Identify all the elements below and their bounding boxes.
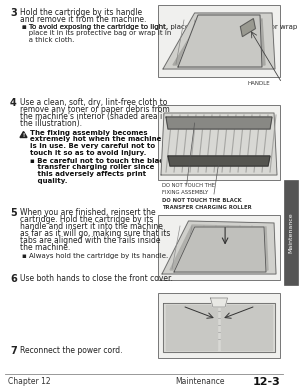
Polygon shape	[211, 298, 227, 307]
Polygon shape	[162, 221, 276, 274]
Text: tabs are aligned with the rails inside: tabs are aligned with the rails inside	[20, 236, 160, 245]
Text: ▪ To avoid exposing the cartridge to light,: ▪ To avoid exposing the cartridge to lig…	[22, 24, 168, 30]
Text: TRANSFER CHARGING ROLLER: TRANSFER CHARGING ROLLER	[162, 205, 252, 210]
Text: is in use. Be very careful not to: is in use. Be very careful not to	[30, 143, 155, 149]
Text: the illustration).: the illustration).	[20, 119, 82, 128]
Polygon shape	[163, 303, 275, 352]
Text: Use a clean, soft, dry, lint-free cloth to: Use a clean, soft, dry, lint-free cloth …	[20, 98, 167, 107]
Text: FIXING ASSEMBLY: FIXING ASSEMBLY	[162, 190, 208, 195]
Text: quality.: quality.	[30, 178, 68, 183]
Text: Maintenance: Maintenance	[289, 212, 293, 253]
Polygon shape	[174, 227, 266, 272]
Polygon shape	[178, 15, 262, 67]
Text: cartridge. Hold the cartridge by its: cartridge. Hold the cartridge by its	[20, 215, 153, 224]
Text: touch it so as to avoid injury.: touch it so as to avoid injury.	[30, 149, 146, 156]
Text: When you are finished, reinsert the: When you are finished, reinsert the	[20, 208, 156, 217]
Text: DO NOT TOUCH THE BLACK: DO NOT TOUCH THE BLACK	[162, 198, 242, 203]
Text: DO NOT TOUCH THE: DO NOT TOUCH THE	[162, 183, 215, 188]
Text: ▪ To avoid exposing the cartridge to light, place it in its protective bag or wr: ▪ To avoid exposing the cartridge to lig…	[22, 24, 300, 30]
Text: extremely hot when the machine: extremely hot when the machine	[30, 137, 161, 142]
Polygon shape	[173, 19, 265, 65]
Text: Maintenance: Maintenance	[175, 377, 224, 386]
Polygon shape	[168, 156, 270, 166]
Polygon shape	[221, 305, 272, 350]
Text: the machine.: the machine.	[20, 243, 70, 252]
Text: the machine's interior (shaded area in: the machine's interior (shaded area in	[20, 112, 167, 121]
Bar	[158, 215, 280, 280]
Text: HANDLE: HANDLE	[248, 81, 270, 86]
Text: transfer charging roller since: transfer charging roller since	[30, 164, 154, 171]
Text: this adversely affects print: this adversely affects print	[30, 171, 146, 177]
Polygon shape	[166, 305, 217, 350]
Text: 12-3: 12-3	[252, 377, 280, 386]
Bar	[284, 180, 298, 285]
Text: place it in its protective bag or wrap it in: place it in its protective bag or wrap i…	[22, 30, 171, 37]
Text: 4: 4	[10, 98, 17, 108]
Text: handle and insert it into the machine: handle and insert it into the machine	[20, 222, 163, 231]
Polygon shape	[166, 117, 272, 129]
Text: Use both hands to close the front cover.: Use both hands to close the front cover.	[20, 274, 173, 283]
Text: ▪ Always hold the cartridge by its handle.: ▪ Always hold the cartridge by its handl…	[22, 253, 168, 259]
Text: 3: 3	[10, 8, 17, 18]
Text: and remove it from the machine.: and remove it from the machine.	[20, 15, 146, 24]
Text: Reconnect the power cord.: Reconnect the power cord.	[20, 346, 122, 355]
Polygon shape	[20, 132, 27, 137]
Text: a thick cloth.: a thick cloth.	[22, 37, 74, 43]
Text: remove any toner or paper debris from: remove any toner or paper debris from	[20, 105, 170, 114]
Polygon shape	[240, 19, 255, 37]
Text: as far as it will go, making sure that its: as far as it will go, making sure that i…	[20, 229, 170, 238]
Bar	[158, 5, 280, 77]
Text: The fixing assembly becomes: The fixing assembly becomes	[30, 130, 148, 136]
Text: 6: 6	[10, 274, 17, 284]
Text: 7: 7	[10, 346, 17, 356]
Bar	[158, 105, 280, 180]
Text: 5: 5	[10, 208, 17, 218]
Polygon shape	[163, 13, 275, 69]
Text: Hold the cartridge by its handle: Hold the cartridge by its handle	[20, 8, 142, 17]
Text: Chapter 12: Chapter 12	[8, 377, 51, 386]
Text: !: !	[22, 133, 25, 138]
Polygon shape	[170, 225, 268, 270]
Polygon shape	[161, 113, 277, 175]
Bar	[158, 293, 280, 358]
Text: ▪ Be careful not to touch the black: ▪ Be careful not to touch the black	[30, 158, 168, 164]
